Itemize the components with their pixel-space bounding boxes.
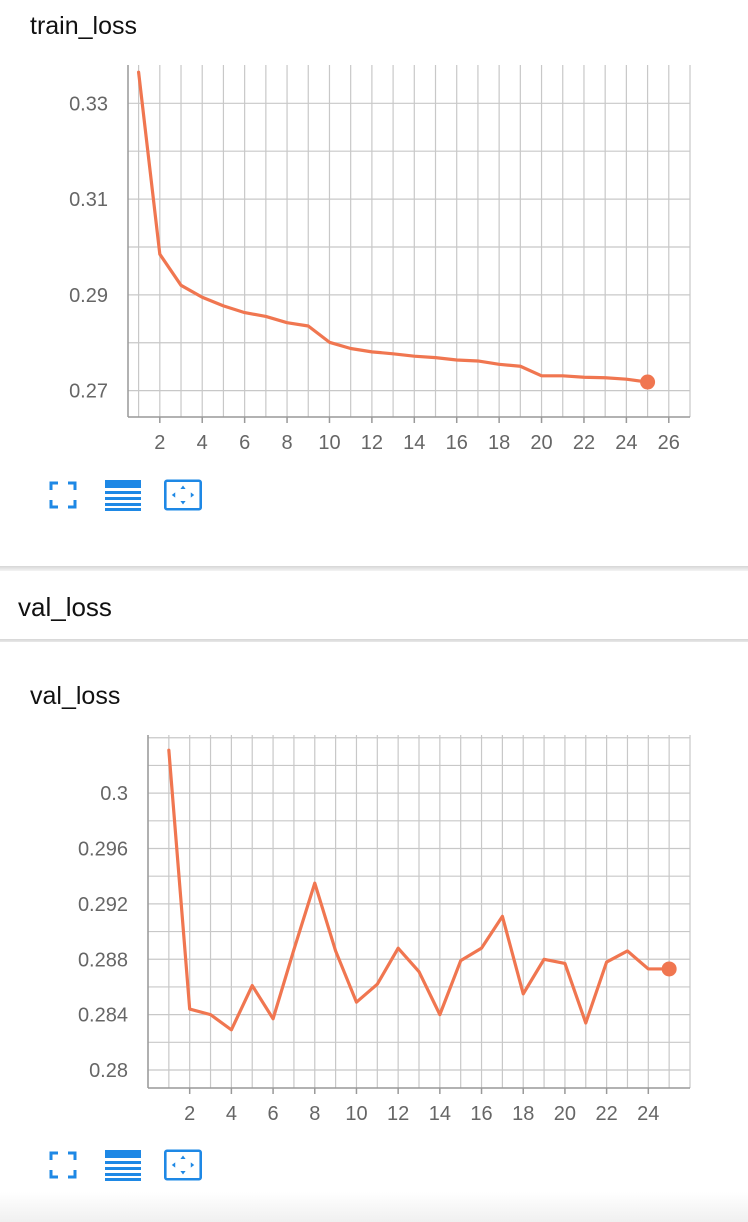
grid [128, 65, 691, 417]
section-header[interactable]: val_loss [0, 571, 748, 639]
y-tick-label: 0.31 [69, 189, 108, 211]
y-tick-label: 0.292 [78, 894, 128, 916]
chart-toolbar [44, 478, 224, 512]
fullscreen-icon [49, 1151, 77, 1179]
fit-domain-icon [164, 479, 202, 511]
x-tick-label: 18 [512, 1103, 534, 1125]
data-table-icon [105, 1150, 141, 1181]
data-table-icon [105, 480, 141, 511]
train-loss-plot[interactable]: 2 4 6 8 10 12 14 16 18 20 22 24 260.270.290.310.33 [0, 55, 748, 475]
x-tick-label: 14 [429, 1103, 451, 1125]
series-line [167, 748, 671, 1032]
x-tick-label: 26 [658, 432, 680, 454]
chart-title: train_loss [30, 12, 137, 40]
fit-domain-button[interactable] [164, 1148, 202, 1182]
data-table-button[interactable] [104, 478, 142, 512]
y-tick-label: 0.33 [69, 93, 108, 115]
chart-title: val_loss [30, 682, 121, 710]
series-line [137, 70, 650, 384]
val-loss-plot[interactable]: 2 4 6 8 10 12 14 16 18 20 22 240.280.2840.2880.2920… [0, 722, 748, 1142]
fit-domain-icon [164, 1149, 202, 1181]
y-tick-label: 0.3 [100, 783, 128, 805]
last-point-marker [661, 961, 677, 977]
x-tick-label: 8 [309, 1103, 320, 1125]
val-loss-card: val_loss 2 4 6 8 10 12 14 16 18 20 22 24 0.28 0.284 0.… [0, 642, 748, 1222]
fullscreen-icon [49, 481, 77, 509]
section-divider [0, 566, 748, 571]
x-tick-label: 22 [573, 432, 595, 454]
x-tick-label: 2 [154, 432, 165, 454]
bottom-fade [0, 1192, 748, 1222]
fit-domain-button[interactable] [164, 478, 202, 512]
y-tick-label: 0.296 [78, 839, 128, 861]
x-tick-label: 10 [345, 1103, 367, 1125]
section-title: val_loss [18, 592, 112, 622]
x-tick-label: 24 [637, 1103, 659, 1125]
y-tick-label: 0.288 [78, 949, 128, 971]
x-tick-label: 10 [318, 432, 340, 454]
fullscreen-button[interactable] [44, 1148, 82, 1182]
fullscreen-button[interactable] [44, 478, 82, 512]
train-loss-card: train_loss 2 4 6 8 10 12 14 16 18 20 22 24 26 0.27 0.2… [0, 0, 748, 566]
x-tick-label: 12 [361, 432, 383, 454]
y-tick-label: 0.284 [78, 1005, 128, 1027]
section-divider [0, 639, 748, 644]
x-tick-label: 20 [530, 432, 552, 454]
x-tick-label: 18 [488, 432, 510, 454]
grid [147, 735, 691, 1088]
x-tick-label: 20 [554, 1103, 576, 1125]
y-tick-label: 0.29 [69, 285, 108, 307]
x-tick-label: 4 [226, 1103, 237, 1125]
chart-toolbar [44, 1148, 224, 1182]
x-tick-label: 4 [197, 432, 208, 454]
x-tick-label: 12 [387, 1103, 409, 1125]
x-tick-label: 2 [184, 1103, 195, 1125]
x-tick-label: 22 [595, 1103, 617, 1125]
data-table-button[interactable] [104, 1148, 142, 1182]
x-tick-label: 6 [268, 1103, 279, 1125]
x-tick-label: 8 [281, 432, 292, 454]
y-tick-label: 0.28 [89, 1060, 128, 1082]
x-tick-label: 24 [615, 432, 637, 454]
x-tick-label: 16 [470, 1103, 492, 1125]
y-tick-label: 0.27 [69, 381, 108, 403]
last-point-marker [640, 374, 656, 390]
x-tick-label: 6 [239, 432, 250, 454]
x-tick-label: 16 [446, 432, 468, 454]
x-tick-label: 14 [403, 432, 425, 454]
